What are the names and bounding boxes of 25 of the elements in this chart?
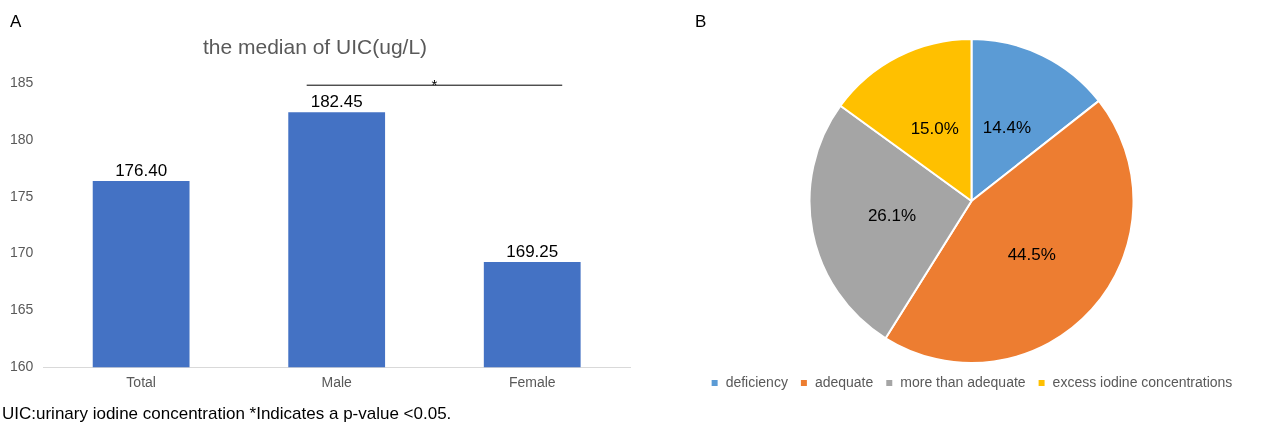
data-label: 176.40	[115, 161, 168, 181]
data-label: 15.0%	[910, 118, 959, 138]
legend-label: excess iodine concentrations	[1052, 373, 1233, 390]
x-tick-label: Total	[126, 374, 156, 391]
data-label: 26.1%	[867, 206, 917, 226]
legend-label: more than adequate	[900, 373, 1026, 390]
y-tick-label: 175	[10, 187, 34, 204]
legend-label: deficiency	[725, 373, 788, 390]
y-tick-label: 185	[10, 74, 34, 91]
data-label: 169.25	[506, 242, 559, 262]
annotation: *	[431, 75, 438, 93]
legend-label: adequate	[814, 373, 874, 390]
x-tick-label: Male	[321, 374, 353, 391]
text: B	[695, 12, 707, 32]
y-tick-label: 170	[10, 244, 34, 261]
x-tick-label: Female	[508, 374, 556, 391]
data-label: 44.5%	[1007, 244, 1056, 264]
text: A	[10, 12, 22, 32]
y-tick-label: 165	[10, 301, 34, 318]
data-label: 182.45	[310, 92, 363, 112]
chart-title: the median of UIC(ug/L)	[202, 35, 428, 59]
text: UIC:urinary iodine concentration *Indicates a p-value <0.05.	[2, 404, 452, 424]
data-label: 14.4%	[982, 117, 1032, 137]
y-tick-label: 160	[10, 358, 34, 375]
y-tick-label: 180	[10, 130, 34, 147]
